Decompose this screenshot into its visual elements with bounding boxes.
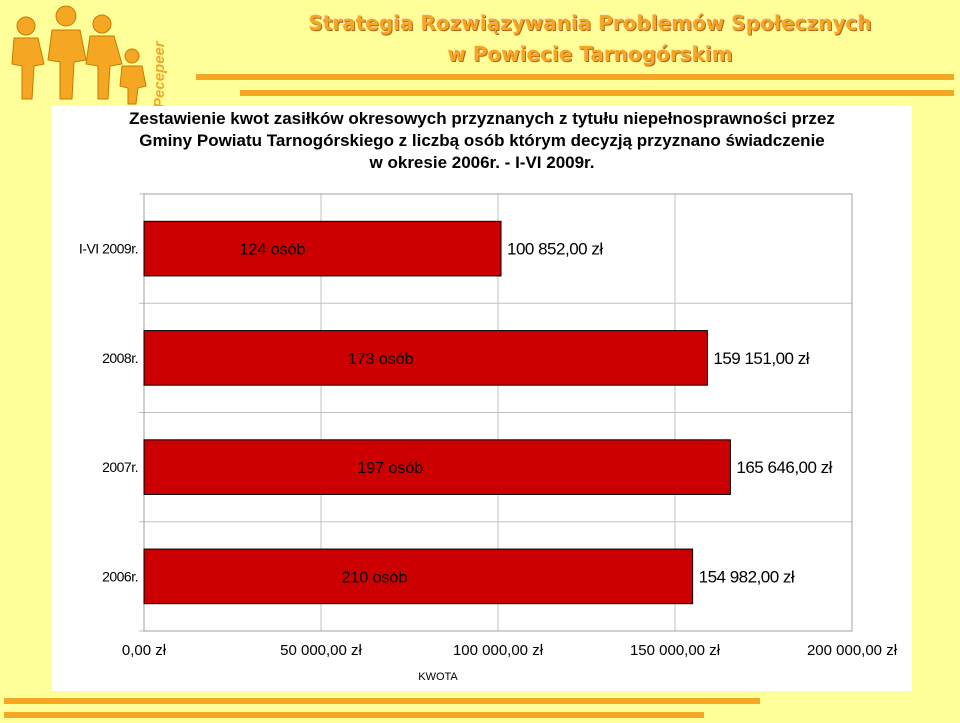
y-tick-label: 2008r. bbox=[102, 350, 138, 366]
chart-title-line-2: Gminy Powiatu Tarnogórskiego z liczbą os… bbox=[139, 131, 825, 150]
x-tick-label: 150 000,00 zł bbox=[630, 642, 721, 659]
y-tick-label: I-VI 2009r. bbox=[79, 241, 138, 257]
bar-annotation: 210 osób bbox=[342, 569, 408, 586]
x-tick-label: 0,00 zł bbox=[122, 642, 167, 659]
bar-annotation: 173 osób bbox=[348, 351, 414, 368]
x-axis-label: KWOTA bbox=[418, 671, 458, 683]
x-tick-label: 100 000,00 zł bbox=[453, 642, 544, 659]
bar-chart: 0,00 zł 50 000,00 zł 100 000,00 zł 150 000,… bbox=[79, 193, 898, 683]
chart-title: Zestawienie kwot zasiłków okresowych prz… bbox=[52, 108, 912, 174]
footer-stripe-lower bbox=[4, 712, 704, 718]
data-label: 100 852,00 zł bbox=[507, 240, 603, 259]
bar bbox=[143, 220, 502, 277]
bar-annotation: 124 osób bbox=[240, 242, 306, 259]
logo-text: Pecepeer bbox=[151, 40, 168, 108]
logo: Pecepeer bbox=[4, 4, 170, 108]
y-tick-label: 2006r. bbox=[102, 568, 138, 584]
logo-figures-icon: Pecepeer bbox=[11, 5, 168, 108]
chart-panel: Zestawienie kwot zasiłków okresowych prz… bbox=[52, 106, 912, 691]
chart-title-line-1: Zestawienie kwot zasiłków okresowych prz… bbox=[129, 109, 835, 128]
chart-title-line-3: w okresie 2006r. - I-VI 2009r. bbox=[369, 153, 595, 172]
y-tick-label: 2007r. bbox=[102, 459, 138, 475]
page-title: Strategia Rozwiązywania Problemów Społec… bbox=[240, 8, 940, 70]
data-label: 154 982,00 zł bbox=[699, 567, 795, 586]
page-title-line-1: Strategia Rozwiązywania Problemów Społec… bbox=[308, 11, 872, 35]
data-label: 159 151,00 zł bbox=[713, 349, 809, 368]
bar bbox=[143, 439, 731, 495]
x-tick-label: 200 000,00 zł bbox=[807, 642, 898, 659]
footer-stripe-upper bbox=[4, 698, 760, 704]
bar-annotation: 197 osób bbox=[357, 460, 423, 477]
header-stripe-lower bbox=[240, 90, 954, 96]
data-label: 165 646,00 zł bbox=[736, 458, 832, 477]
bar bbox=[143, 330, 708, 386]
page-title-line-2: w Powiecie Tarnogórskim bbox=[447, 42, 733, 66]
header-stripe-upper bbox=[196, 74, 954, 80]
bar bbox=[143, 548, 694, 605]
x-tick-label: 50 000,00 zł bbox=[280, 642, 362, 659]
plot-frame bbox=[143, 193, 853, 632]
